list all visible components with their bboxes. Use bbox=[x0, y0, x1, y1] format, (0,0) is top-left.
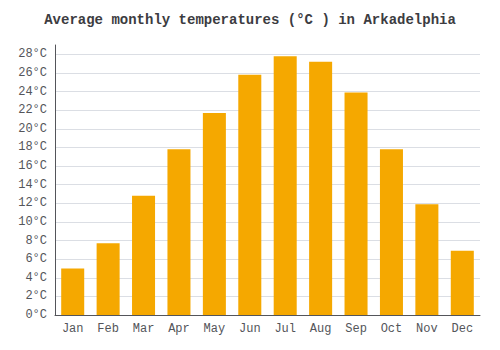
svg-text:22°C: 22°C bbox=[18, 103, 47, 117]
svg-text:Average monthly temperatures (: Average monthly temperatures (°C ) in Ar… bbox=[44, 12, 456, 28]
svg-text:24°C: 24°C bbox=[18, 85, 47, 99]
svg-text:14°C: 14°C bbox=[18, 178, 47, 192]
svg-text:Jun: Jun bbox=[239, 322, 261, 336]
svg-text:Nov: Nov bbox=[416, 322, 438, 336]
svg-text:Dec: Dec bbox=[451, 322, 473, 336]
svg-text:8°C: 8°C bbox=[25, 234, 47, 248]
svg-text:18°C: 18°C bbox=[18, 140, 47, 154]
svg-text:20°C: 20°C bbox=[18, 122, 47, 136]
svg-text:26°C: 26°C bbox=[18, 66, 47, 80]
svg-text:Sep: Sep bbox=[345, 322, 367, 336]
svg-text:May: May bbox=[204, 322, 226, 336]
svg-text:4°C: 4°C bbox=[25, 271, 47, 285]
svg-text:Jul: Jul bbox=[274, 322, 296, 336]
svg-text:Jan: Jan bbox=[62, 322, 84, 336]
svg-text:Oct: Oct bbox=[381, 322, 403, 336]
svg-text:Feb: Feb bbox=[97, 322, 119, 336]
svg-text:10°C: 10°C bbox=[18, 215, 47, 229]
svg-text:Mar: Mar bbox=[133, 322, 155, 336]
svg-text:Apr: Apr bbox=[168, 322, 190, 336]
svg-text:16°C: 16°C bbox=[18, 159, 47, 173]
svg-text:0°C: 0°C bbox=[25, 308, 47, 322]
svg-text:12°C: 12°C bbox=[18, 196, 47, 210]
svg-text:28°C: 28°C bbox=[18, 47, 47, 61]
svg-text:Aug: Aug bbox=[310, 322, 332, 336]
svg-text:2°C: 2°C bbox=[25, 289, 47, 303]
svg-text:6°C: 6°C bbox=[25, 252, 47, 266]
